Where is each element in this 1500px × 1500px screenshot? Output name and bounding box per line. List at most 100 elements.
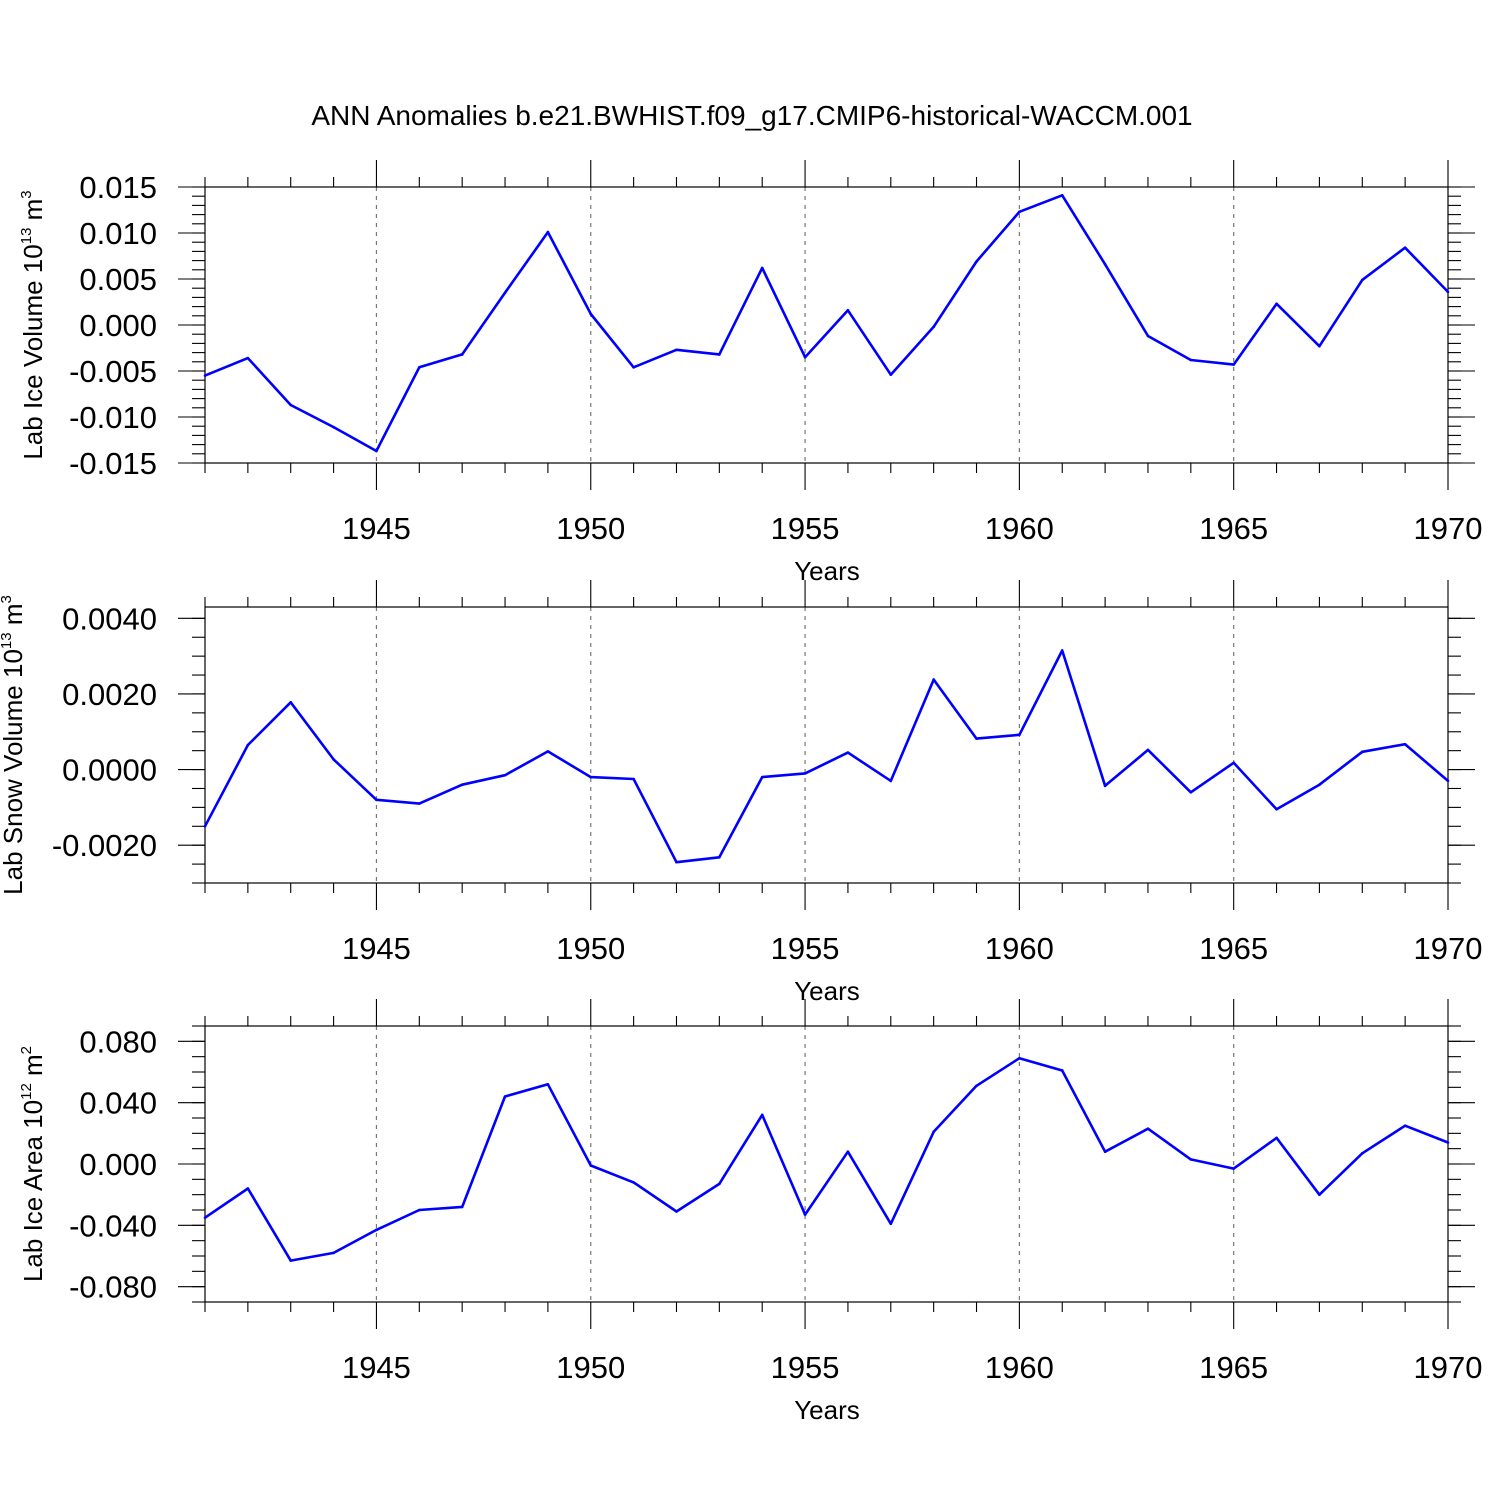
x-axis-label: Years [794,1395,860,1425]
y-tick-label: 0.040 [79,1086,157,1121]
data-point [460,783,464,786]
data-point [1403,742,1407,746]
y-axis-label: Lab Ice Volume 1013 m3 [18,190,48,459]
y-tick-label: -0.080 [69,1270,157,1305]
x-tick-label: 1965 [1199,931,1268,966]
y-tick-label: 0.000 [79,308,157,343]
x-tick-label: 1945 [342,931,411,966]
data-point [846,308,850,312]
data-point [1232,1167,1235,1170]
data-point [203,824,207,828]
data-point [589,1164,593,1167]
data-point [1103,1150,1107,1154]
data-point [460,353,464,356]
y-tick-label: -0.005 [69,354,157,389]
panel-3: -0.080 -0.040 0.000 0.040 0.080 1945 1950 1955 1… [18,999,1482,1425]
data-point [1318,1193,1321,1196]
data-point [632,777,635,781]
data-point [760,1113,764,1117]
data-point [1318,783,1321,786]
plot-frame [204,606,1449,884]
data-point [889,373,893,376]
y-tick-label: 0.005 [79,262,157,297]
data-point [1018,1056,1021,1060]
data-point [803,1213,807,1216]
series-line [204,1056,1449,1262]
data-point [803,772,807,775]
data-point [289,1259,293,1262]
data-point [375,449,378,453]
data-point [203,1216,207,1219]
x-tick-label: 1960 [985,1350,1054,1385]
x-tick-label: 1970 [1414,1350,1483,1385]
data-point [1275,302,1278,306]
data-point [1060,649,1064,652]
data-point [503,773,507,777]
y-tick-label: 0.0000 [62,753,157,788]
data-point [203,374,207,377]
y-tick-label: -0.0020 [52,828,157,863]
data-point [932,678,935,681]
data-point [803,355,807,359]
data-point [932,1130,935,1134]
data-point [503,291,507,295]
x-tick-label: 1955 [771,931,840,966]
data-point [1275,1136,1278,1140]
data-point [1446,1141,1450,1144]
data-point [332,758,335,761]
y-tick-label: -0.015 [69,446,157,481]
x-tick-label: 1945 [342,511,411,546]
data-point [1146,748,1150,752]
x-tick-label: 1945 [342,1350,411,1385]
data-point [718,855,721,859]
data-point [718,1182,721,1186]
chart-title: ANN Anomalies b.e21.BWHIST.f09_g17.CMIP6… [311,100,1192,131]
data-point [975,737,978,740]
y-tick-label: -0.010 [69,400,157,435]
data-point [418,802,421,805]
data-point [1446,290,1450,294]
data-point [1403,246,1407,250]
data-point [675,348,678,352]
data-point [718,353,721,356]
plot-frame [204,1025,1449,1303]
data-point [418,1208,421,1212]
x-tick-label: 1965 [1199,1350,1268,1385]
data-point [846,1150,850,1154]
data-point [332,1251,335,1255]
data-point [460,1205,464,1209]
y-tick-label: 0.0020 [62,677,157,712]
data-point [546,750,550,753]
data-point [975,260,978,263]
data-point [546,230,550,234]
data-point [1232,363,1235,366]
data-point [1232,761,1235,765]
data-point [546,1082,550,1086]
data-point [375,1228,378,1232]
y-tick-label: 0.015 [79,170,157,205]
data-point [632,1181,635,1184]
data-point [1318,344,1321,348]
data-point [760,775,764,779]
data-point [675,860,678,864]
data-point [1018,733,1021,737]
data-point [1103,784,1107,788]
data-point [1060,193,1064,197]
y-axis-label: Lab Snow Volume 1013 m3 [0,595,28,895]
data-point [1146,334,1150,338]
data-point [289,403,293,407]
data-point [1360,1151,1364,1155]
y-tick-label: 0.080 [79,1024,157,1059]
data-point [375,798,378,802]
data-point [1018,210,1021,214]
data-point [1060,1069,1064,1072]
data-point [675,1210,678,1213]
data-point [1446,779,1450,783]
x-tick-label: 1960 [985,511,1054,546]
data-point [760,266,764,270]
x-tick-label: 1955 [771,511,840,546]
data-point [503,1095,507,1098]
y-tick-label: 0.0040 [62,601,157,636]
data-point [1189,358,1193,362]
